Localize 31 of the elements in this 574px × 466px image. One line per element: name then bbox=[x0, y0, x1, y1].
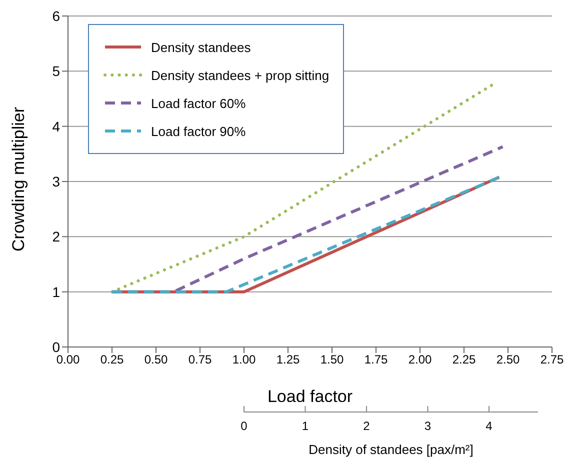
x2-tick-label: 4 bbox=[486, 419, 493, 433]
x-tick-label: 1.75 bbox=[364, 352, 388, 367]
x-tick-label: 0.00 bbox=[56, 352, 80, 367]
x-tick-label: 1.25 bbox=[276, 352, 300, 367]
y-tick-label: 4 bbox=[52, 118, 60, 134]
y-tick-label: 3 bbox=[52, 173, 60, 190]
y-tick-label: 5 bbox=[52, 63, 60, 80]
x-tick-label: 1.00 bbox=[232, 352, 256, 367]
x-tick-label: 0.50 bbox=[144, 352, 168, 367]
x2-tick-label: 3 bbox=[424, 419, 432, 433]
x2-axis-title: Density of standees [pax/m²] bbox=[308, 442, 474, 457]
legend-label: Load factor 90% bbox=[151, 124, 246, 138]
x-tick-label: 0.75 bbox=[188, 352, 212, 367]
x-tick-label: 2.50 bbox=[496, 352, 520, 367]
y-tick-label: 2 bbox=[52, 228, 60, 245]
x-tick-label: 1.50 bbox=[320, 352, 344, 367]
y-axis-title: Crowding multiplier bbox=[9, 106, 28, 252]
legend-label: Load factor 60% bbox=[151, 96, 246, 110]
x2-tick-label: 1 bbox=[302, 419, 309, 433]
x-tick-label: 2.00 bbox=[408, 352, 432, 367]
x-tick-label: 0.25 bbox=[100, 352, 124, 367]
x2-tick-label: 2 bbox=[363, 419, 370, 433]
y-tick-label: 6 bbox=[52, 8, 60, 24]
x2-tick-label: 0 bbox=[240, 419, 248, 433]
legend-label: Density standees bbox=[151, 40, 251, 54]
x-tick-label: 2.75 bbox=[540, 352, 564, 367]
legend-label: Density standees + prop sitting bbox=[151, 68, 330, 82]
y-tick-label: 0 bbox=[52, 338, 60, 355]
x-axis-title: Load factor bbox=[267, 387, 353, 406]
y-tick-label: 1 bbox=[52, 284, 60, 300]
x-tick-label: 2.25 bbox=[452, 352, 476, 367]
